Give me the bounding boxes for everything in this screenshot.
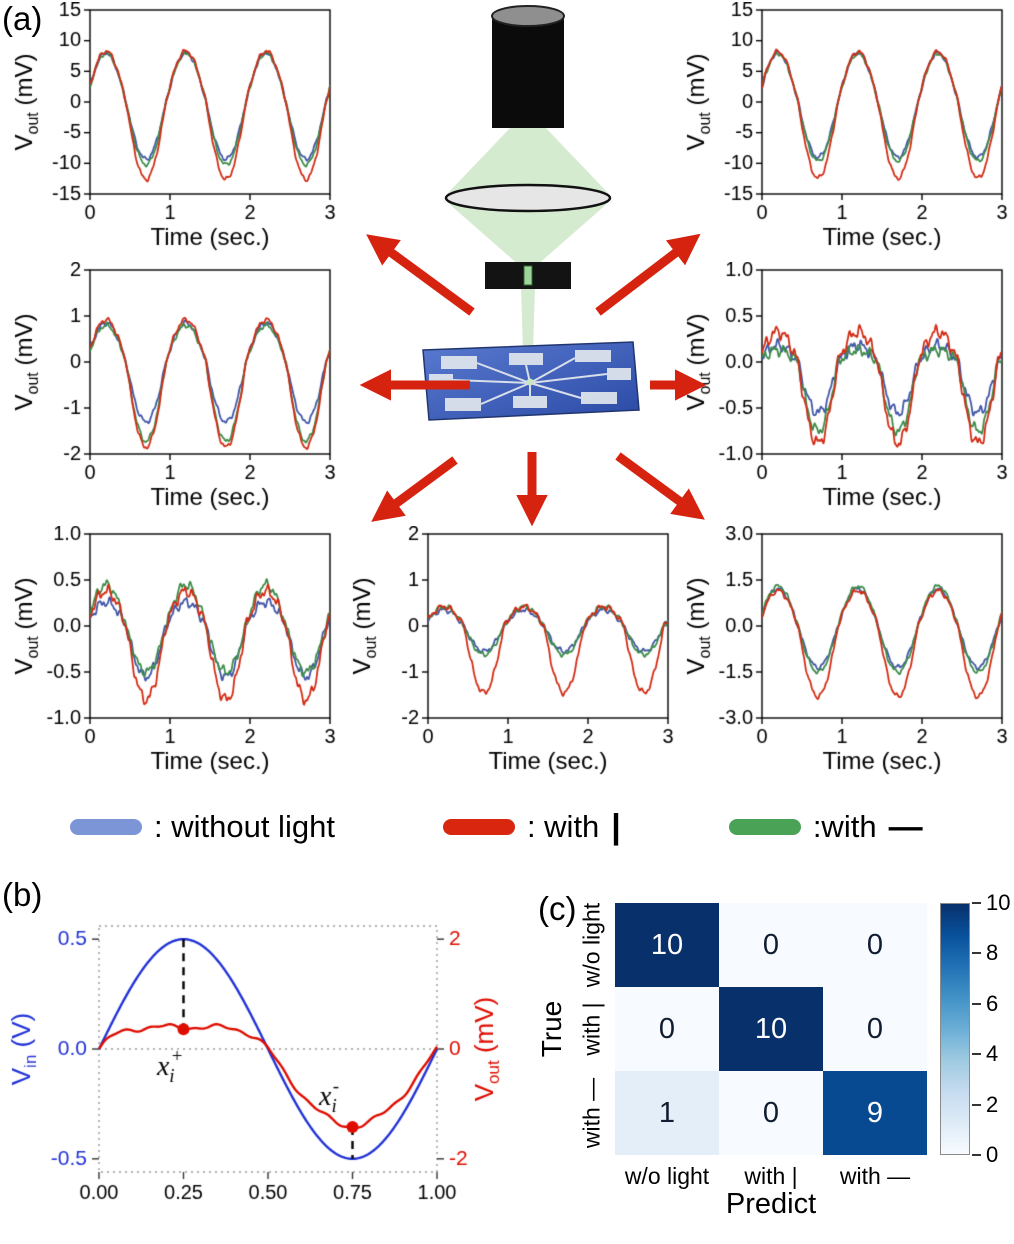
legend-symbol-1: | bbox=[611, 807, 621, 846]
plot-middle-left bbox=[10, 262, 340, 514]
chip-center-spot bbox=[526, 378, 534, 386]
colorbar-tick-4 bbox=[972, 1103, 981, 1106]
panel-a: (a) bbox=[2, 0, 1012, 778]
colorbar bbox=[940, 903, 970, 1155]
colorbar-tick-2 bbox=[972, 1002, 981, 1005]
light-beam-upper bbox=[447, 126, 609, 194]
cm-col-label-0: w/o light bbox=[624, 1163, 710, 1189]
panel-c-label: (c) bbox=[538, 890, 577, 927]
plot-bottom-left bbox=[10, 526, 340, 778]
colorbar-tick-0 bbox=[972, 902, 981, 904]
true-axis-label: True bbox=[536, 1000, 567, 1058]
collimating-lens bbox=[444, 183, 612, 213]
predict-axis-label: Predict bbox=[725, 1188, 817, 1220]
cm-row-label-1: with | bbox=[578, 1002, 605, 1056]
panel-c: (c) True 10 0 0 0 10 0 1 0 9 Predict w/o light wi… bbox=[516, 870, 1014, 1244]
legend-item-1: : with | bbox=[442, 807, 621, 847]
cm-cell-0-0: 10 bbox=[615, 903, 719, 987]
cm-cell-0-2: 0 bbox=[823, 903, 927, 987]
cm-col-label-1: with | bbox=[744, 1163, 798, 1189]
colorbar-tick-1 bbox=[972, 952, 981, 955]
device-chip bbox=[422, 341, 640, 421]
panel-b: (b) bbox=[0, 866, 516, 1244]
legend-swatch-2 bbox=[728, 819, 801, 835]
cm-cell-2-0: 1 bbox=[615, 1071, 719, 1155]
legend-label-1: : with bbox=[526, 809, 600, 844]
confusion-matrix: 10 0 0 0 10 0 1 0 9 bbox=[615, 903, 927, 1155]
colorbar-ticklabel-0: 10 bbox=[986, 890, 1011, 915]
colorbar-ticklabel-2: 6 bbox=[986, 990, 999, 1016]
objective-top bbox=[491, 5, 565, 27]
plot-top-right bbox=[682, 2, 1012, 254]
cm-row-label-0: w/o light bbox=[578, 902, 605, 988]
colorbar-ticklabel-5: 0 bbox=[986, 1142, 999, 1167]
colorbar-tick-5 bbox=[972, 1154, 981, 1156]
cm-row-label-2: with — bbox=[578, 1077, 605, 1149]
colorbar-tick-3 bbox=[972, 1053, 981, 1056]
colorbar-ticklabel-3: 4 bbox=[986, 1041, 999, 1067]
legend-item-0: : without light bbox=[70, 809, 335, 845]
cm-cell-1-1: 10 bbox=[719, 987, 823, 1071]
colorbar-ticklabel-1: 8 bbox=[986, 940, 999, 966]
slit-aperture bbox=[523, 265, 533, 286]
plot-bottom-right bbox=[682, 526, 1012, 778]
cm-col-label-2: with — bbox=[839, 1163, 911, 1189]
legend: : without light : with | :with — bbox=[0, 792, 1014, 862]
legend-item-2: :with — bbox=[728, 807, 923, 847]
light-beam-middle bbox=[447, 202, 609, 266]
legend-symbol-2: — bbox=[888, 807, 923, 846]
plot-bottom-center bbox=[348, 526, 678, 778]
plot-middle-right bbox=[682, 262, 1012, 514]
microscope-objective bbox=[492, 16, 564, 128]
legend-swatch-0 bbox=[70, 819, 142, 835]
plot-top-left bbox=[10, 2, 340, 254]
legend-label-0: : without light bbox=[154, 809, 335, 844]
legend-swatch-1 bbox=[442, 819, 515, 835]
cm-cell-2-1: 0 bbox=[719, 1071, 823, 1155]
cm-cell-1-0: 0 bbox=[615, 987, 719, 1071]
cm-cell-1-2: 0 bbox=[823, 987, 927, 1071]
measurement-schematic bbox=[345, 0, 675, 520]
panel-b-plot bbox=[4, 892, 509, 1234]
colorbar-ticklabel-4: 2 bbox=[986, 1091, 999, 1117]
cm-cell-0-1: 0 bbox=[719, 903, 823, 987]
cm-cell-2-2: 9 bbox=[823, 1071, 927, 1155]
chip-traces bbox=[452, 357, 608, 405]
legend-label-2: :with bbox=[812, 809, 877, 844]
chip-electrodes bbox=[429, 350, 631, 411]
